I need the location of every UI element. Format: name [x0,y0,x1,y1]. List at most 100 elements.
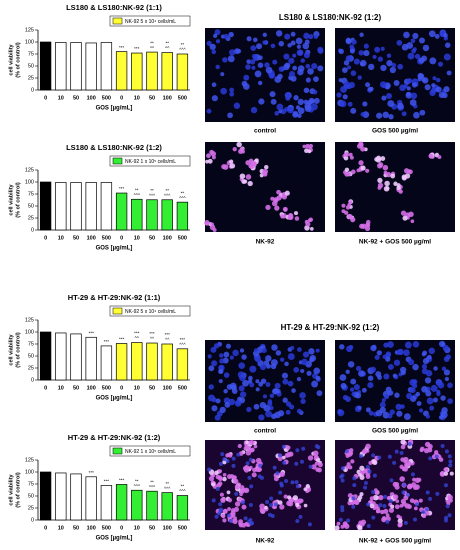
cell [236,141,242,148]
cell [381,95,387,101]
bar [115,484,128,521]
cell [207,467,212,472]
cell [305,77,311,83]
cell [339,100,347,108]
cell [422,514,427,519]
cell [238,362,246,369]
cell [238,519,244,524]
cell [259,173,264,178]
cell [218,369,224,374]
cell [222,457,227,462]
bar [161,492,173,521]
cell [313,367,321,375]
cell [408,211,414,218]
bar [146,199,158,231]
cell [346,462,351,467]
cell [358,454,363,459]
x-tick-label: 500 [178,525,187,531]
cell [425,390,432,397]
x-tick-label: 100 [163,95,172,101]
cell [366,219,371,225]
cell [340,478,345,483]
cell [416,401,422,407]
cell [267,401,273,407]
micrograph [205,28,325,122]
cell [448,459,453,464]
cell [215,64,220,70]
cell [391,63,397,68]
cell [413,517,418,522]
cell [387,341,394,348]
cell [250,59,256,65]
cell [287,106,294,114]
significance-label: ^^^ [179,489,186,494]
y-tick-label: 125 [25,27,34,33]
cell [309,357,315,362]
cell [205,159,209,164]
cell [360,112,365,117]
cell [394,449,399,454]
cell [229,355,234,360]
significance-label: *** [134,46,140,51]
cell [380,509,385,515]
image-label: GOS 500 µg/ml [372,428,418,435]
cell [363,485,368,490]
cell [258,55,263,61]
chart-title: HT-29 & HT-29:NK-92 (1:1) [68,293,161,302]
cell [232,147,237,152]
x-tick-label: 10 [58,385,64,391]
cell [403,349,410,357]
image-background [335,142,455,232]
cell [280,214,285,219]
cell [397,518,403,524]
bar [131,52,143,91]
cell [212,228,217,232]
significance-label: ^^ [165,46,170,51]
significance-label: ^^^ [149,193,156,198]
cell [243,74,250,81]
cell [227,507,232,511]
cell [418,408,424,413]
cell [403,456,409,463]
cell [281,372,289,379]
cell [422,77,429,84]
cell [431,83,436,88]
cell [385,519,390,524]
cell [387,363,394,370]
cell [265,204,271,210]
cell [241,522,247,528]
cell [426,397,434,405]
cell [282,460,287,465]
cell [348,465,353,470]
image-label: NK-92 + GOS 500 µg/ml [359,538,431,545]
cell [314,461,319,466]
cell [371,490,376,495]
cell [351,391,356,397]
cell [380,46,385,51]
cell [406,91,411,97]
cell [368,63,375,71]
cell [284,62,291,69]
cell [270,98,277,105]
cell [311,464,317,470]
cell [389,409,395,415]
y-axis-label: (% of control) [15,42,21,78]
cell [365,474,371,479]
cell [239,489,245,494]
significance-label: ** [181,190,185,195]
bar [70,182,82,231]
cell [269,91,276,98]
cell [388,507,395,513]
cell [252,467,257,473]
cell [313,34,319,39]
cell [359,474,365,481]
cell [366,523,371,528]
cell [223,372,230,378]
cell [430,384,438,392]
cell [264,505,268,510]
cell [231,456,236,461]
significance-label: *** [119,186,125,191]
bar [85,182,97,231]
cell [283,208,288,212]
